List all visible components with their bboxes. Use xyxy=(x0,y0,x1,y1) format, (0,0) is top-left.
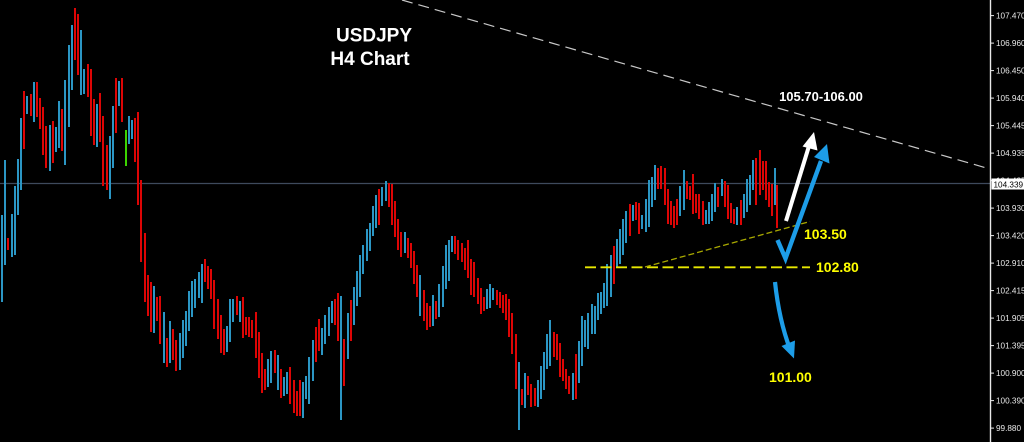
svg-text:106.960: 106.960 xyxy=(996,39,1024,48)
svg-text:103.930: 103.930 xyxy=(996,204,1024,213)
svg-text:105.445: 105.445 xyxy=(996,122,1024,131)
svg-text:102.80: 102.80 xyxy=(816,259,859,275)
svg-text:101.00: 101.00 xyxy=(769,369,812,385)
svg-text:103.50: 103.50 xyxy=(804,226,847,242)
svg-text:104.339: 104.339 xyxy=(994,180,1024,189)
svg-text:101.905: 101.905 xyxy=(996,314,1024,323)
svg-text:102.910: 102.910 xyxy=(996,259,1024,268)
svg-text:106.450: 106.450 xyxy=(996,67,1024,76)
svg-text:USDJPY: USDJPY xyxy=(336,26,412,47)
svg-text:101.395: 101.395 xyxy=(996,342,1024,351)
svg-text:104.935: 104.935 xyxy=(996,149,1024,158)
svg-text:105.70-106.00: 105.70-106.00 xyxy=(779,89,863,104)
svg-text:H4 Chart: H4 Chart xyxy=(330,49,410,70)
svg-text:100.390: 100.390 xyxy=(996,397,1024,406)
svg-text:100.900: 100.900 xyxy=(996,369,1024,378)
svg-text:99.880: 99.880 xyxy=(996,424,1021,433)
svg-text:107.470: 107.470 xyxy=(996,12,1024,21)
svg-text:102.415: 102.415 xyxy=(996,287,1024,296)
svg-text:105.940: 105.940 xyxy=(996,94,1024,103)
svg-text:103.420: 103.420 xyxy=(996,232,1024,241)
